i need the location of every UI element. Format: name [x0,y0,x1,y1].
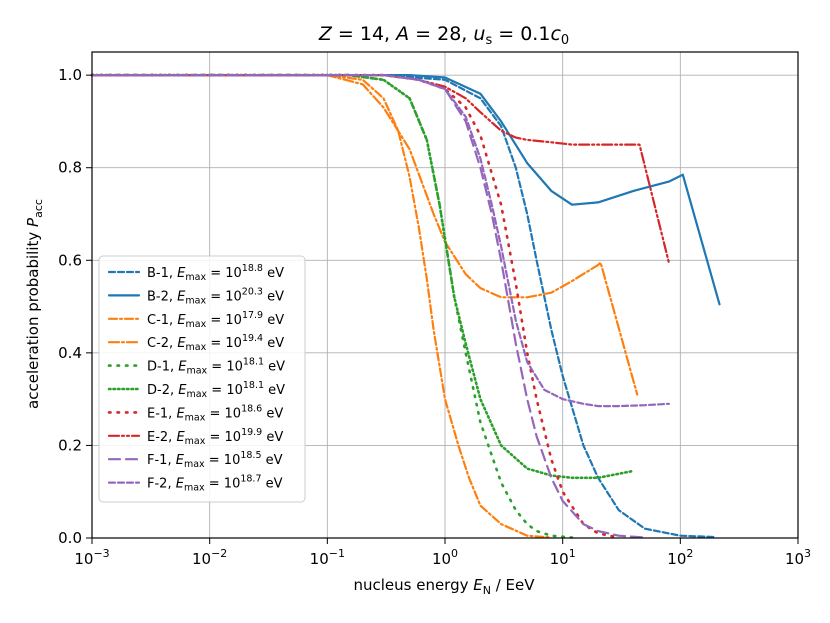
plot-lines [90,73,721,539]
legend-box [98,255,306,503]
legend-label-d-2: D-2, Emax = 1018.1 eV [147,380,285,400]
x-tick-label: 103 [785,547,811,568]
series-line-d-2 [90,73,635,480]
legend-label-e-1: E-1, Emax = 1018.6 eV [147,403,283,423]
y-axis: 0.0 0.2 0.4 0.6 0.8 1.0 [58,66,92,547]
legend-label-c-2: C-2, Emax = 1019.4 eV [147,333,284,353]
x-tick-label: 10−1 [310,547,345,568]
series-line-f-2 [90,74,670,408]
y-tick-label: 0.2 [58,436,82,454]
series-line-c-1 [90,74,553,539]
legend-label-b-1: B-1, Emax = 1018.8 eV [147,263,284,283]
x-tick-label: 102 [667,547,693,568]
y-tick-label: 0.0 [58,529,82,547]
series-line-d-1 [90,73,574,539]
legend-label-b-2: B-2, Emax = 1020.3 eV [147,286,284,306]
x-axis-label: nucleus energy EN / EeV [353,576,535,597]
legend-label-d-1: D-1, Emax = 1018.1 eV [147,357,285,377]
chart-title: Z = 14, A = 28, us = 0.1c0 [318,23,569,48]
y-tick-label: 0.6 [58,251,82,269]
legend-label-c-1: C-1, Emax = 1017.9 eV [147,310,284,330]
y-tick-label: 0.8 [58,159,82,177]
series-line-c-2 [90,74,639,396]
x-axis: 10−3 10−2 10−1 100 101 102 103 [74,538,811,568]
legend-label-f-1: F-1, Emax = 1018.5 eV [147,450,283,470]
y-tick-label: 0.4 [58,344,82,362]
x-tick-label: 10−3 [74,547,109,568]
y-tick-label: 1.0 [58,66,82,84]
x-tick-label: 10−2 [192,547,227,568]
x-tick-label: 100 [432,547,458,568]
series-line-b-2 [90,74,721,306]
legend-label-e-2: E-2, Emax = 1019.9 eV [147,427,283,447]
x-tick-label: 101 [550,547,576,568]
y-axis-label: acceleration probability Pacc [24,199,45,409]
legend-label-f-2: F-2, Emax = 1018.7 eV [147,474,283,494]
legend: B-1, Emax = 1018.8 eV B-2, Emax = 1020.3 … [98,255,306,503]
